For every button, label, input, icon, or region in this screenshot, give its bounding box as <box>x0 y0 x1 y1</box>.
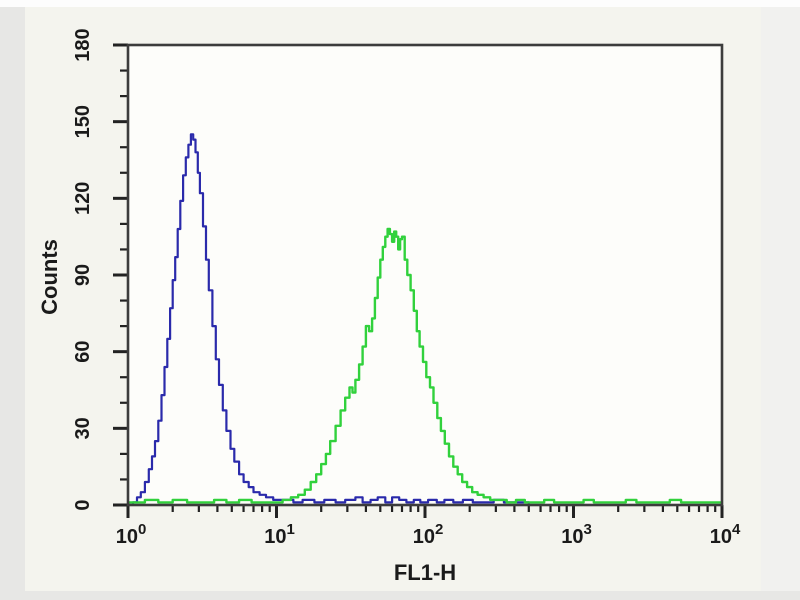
y-tick-label: 60 <box>72 341 94 363</box>
y-axis-title: Counts <box>37 239 62 315</box>
x-tick-label: 103 <box>561 521 592 548</box>
panel-right-edge <box>761 7 800 591</box>
histogram-series <box>128 133 722 506</box>
y-tick-label: 120 <box>72 182 94 215</box>
blue-control-histogram <box>128 133 530 506</box>
x-axis-title: FL1-H <box>394 560 456 585</box>
y-tick-label: 90 <box>72 264 94 286</box>
plot-area <box>128 45 722 505</box>
top-strip <box>0 0 800 7</box>
y-tick-label: 180 <box>72 28 94 61</box>
y-tick-label: 30 <box>72 417 94 439</box>
green-stained-histogram <box>128 227 722 504</box>
plot-frame <box>126 43 724 507</box>
y-tick-label: 0 <box>72 499 94 510</box>
y-tick-label: 150 <box>72 105 94 138</box>
x-tick-label: 104 <box>710 521 741 548</box>
